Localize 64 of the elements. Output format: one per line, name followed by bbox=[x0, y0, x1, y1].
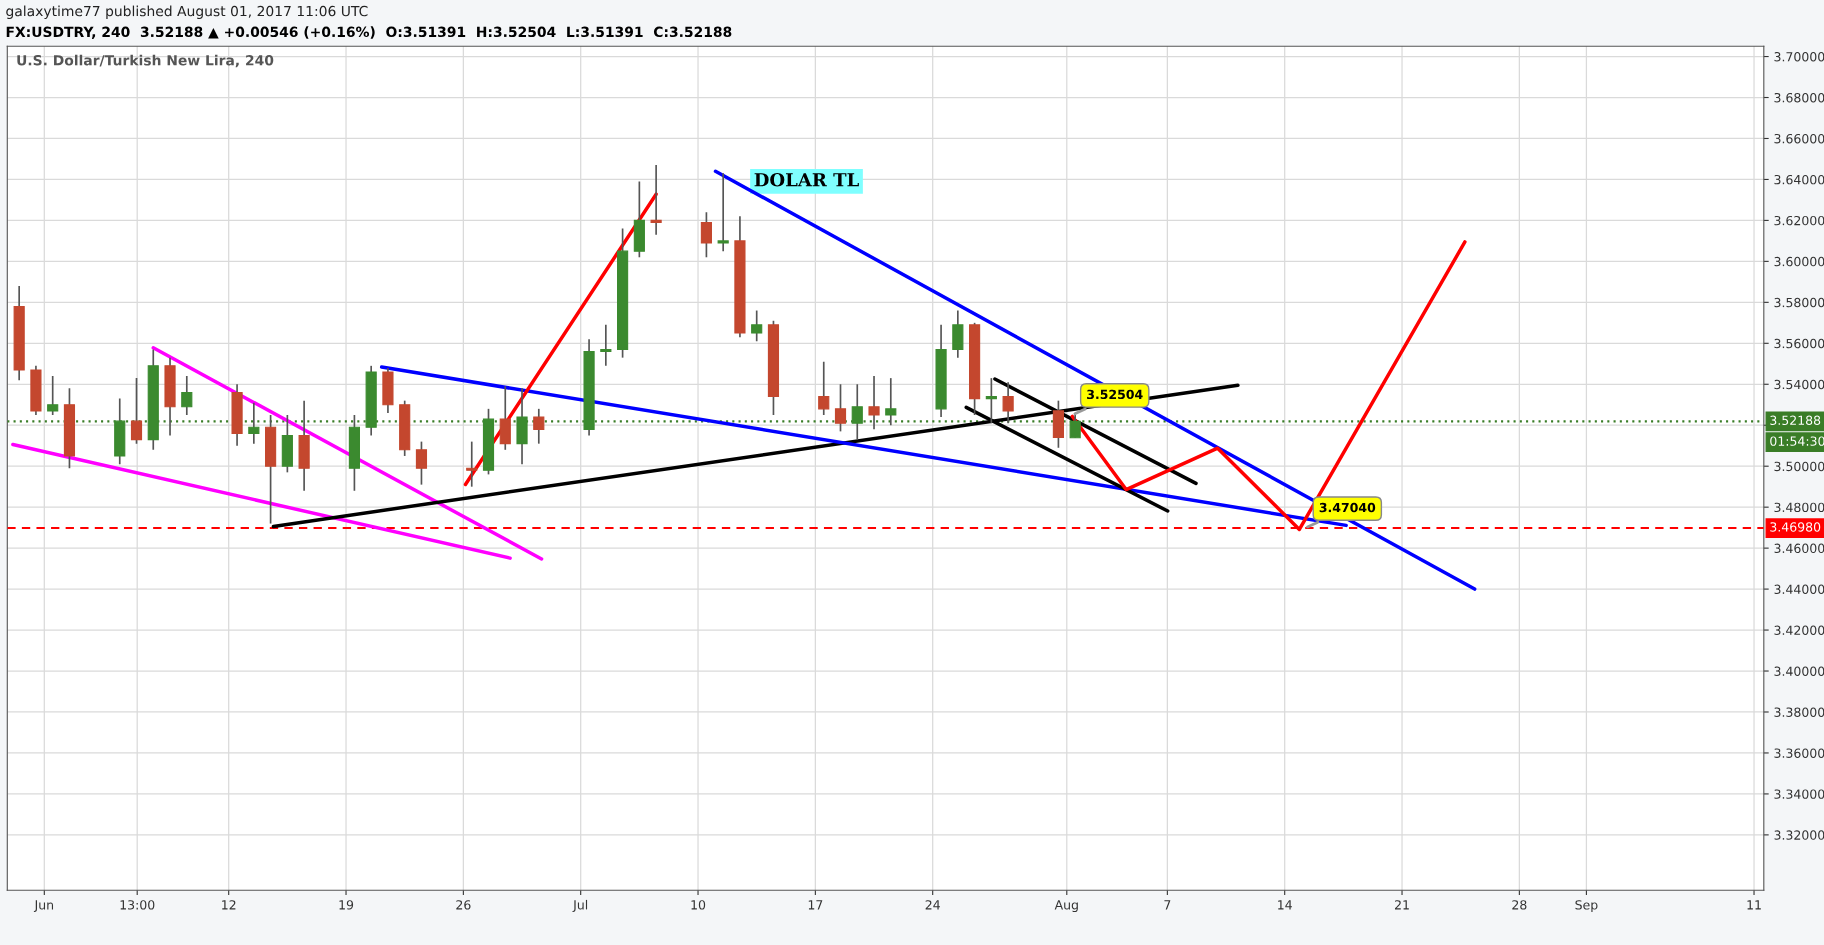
x-tick-label: 14 bbox=[1278, 900, 1292, 910]
text: galaxytime77 published August 01, 2017 11:06 UTC bbox=[6, 5, 368, 20]
y-tick-label: 3.48000 bbox=[1774, 502, 1824, 513]
x-tick-label: Sep bbox=[1575, 900, 1598, 913]
x-tick-label: 7 bbox=[1164, 900, 1171, 910]
candlestick bbox=[1002, 381, 1014, 425]
candlestick bbox=[130, 377, 143, 445]
annotation: 3.52504 bbox=[1087, 389, 1143, 400]
x-tick-label: 26 bbox=[456, 900, 471, 910]
x-tick-label: Jun bbox=[33, 900, 54, 912]
y-tick-label: 3.56000 bbox=[1774, 338, 1824, 349]
candlestick bbox=[47, 375, 59, 416]
x-tick-label: 24 bbox=[925, 900, 940, 910]
y-tick-label: 3.38000 bbox=[1774, 707, 1824, 717]
candlestick bbox=[600, 324, 612, 367]
candlestick bbox=[885, 377, 897, 427]
candlestick bbox=[834, 383, 847, 433]
candlestick bbox=[650, 164, 662, 236]
y-tick-label: 3.34000 bbox=[1774, 789, 1824, 799]
x-tick-label: 17 bbox=[808, 900, 823, 910]
y-tick-label: 3.68000 bbox=[1774, 92, 1824, 103]
candlestick bbox=[717, 172, 729, 252]
x-tick-label: 28 bbox=[1512, 900, 1527, 910]
y-tick-label: 3.32000 bbox=[1774, 830, 1824, 840]
annotation: 3.47040 bbox=[1319, 502, 1376, 513]
y-tick-label: 3.42000 bbox=[1774, 625, 1824, 635]
x-tick-label: 11 bbox=[1747, 900, 1761, 910]
y-tick-label: 3.60000 bbox=[1774, 256, 1824, 267]
text: U.S. Dollar/Turkish New Lira, 240 bbox=[17, 54, 274, 68]
candlestick bbox=[248, 401, 260, 445]
candlestick bbox=[1069, 414, 1081, 439]
x-tick-label: 19 bbox=[339, 900, 354, 910]
y-tick-label: 3.36000 bbox=[1774, 748, 1824, 758]
ref-line-label: 3.52188 bbox=[1770, 415, 1821, 426]
candlestick bbox=[415, 440, 428, 486]
y-tick-label: 3.58000 bbox=[1774, 297, 1824, 308]
candlestick bbox=[751, 309, 763, 343]
candlestick bbox=[533, 408, 545, 445]
x-tick-label: Jul bbox=[572, 899, 588, 912]
y-tick-label: 3.40000 bbox=[1774, 666, 1824, 676]
x-tick-label: 21 bbox=[1394, 900, 1409, 910]
candlestick bbox=[466, 440, 478, 488]
candlestick bbox=[851, 383, 863, 441]
y-tick-label: 3.50000 bbox=[1774, 461, 1824, 472]
candlestick bbox=[985, 377, 997, 425]
candlestick bbox=[818, 360, 830, 416]
y-tick-label: 3.64000 bbox=[1774, 174, 1824, 185]
y-tick-label: 3.66000 bbox=[1774, 133, 1824, 144]
candlestick bbox=[868, 375, 880, 431]
y-tick-label: 3.54000 bbox=[1774, 379, 1824, 390]
y-tick-label: 3.44000 bbox=[1774, 584, 1824, 595]
annotation: DOLAR TL bbox=[754, 172, 859, 187]
x-tick-label: 13:00 bbox=[120, 900, 155, 910]
y-tick-label: 3.46000 bbox=[1774, 543, 1824, 554]
ref-line-label: 3.46980 bbox=[1770, 522, 1821, 532]
chart-subtitle: FX:USDTRY, 240 3.52188 ▲ +0.00546 (+0.16%) O:3.51391 H:3.52504 L:3.51391 C:3.52188 bbox=[6, 26, 732, 39]
candlestick bbox=[700, 211, 712, 259]
x-tick-label: 10 bbox=[691, 900, 706, 910]
text: 01:54:30 bbox=[1770, 436, 1824, 446]
x-tick-label: 12 bbox=[222, 900, 236, 910]
y-tick-label: 3.62000 bbox=[1774, 215, 1824, 226]
candlestick bbox=[181, 375, 193, 416]
x-tick-label: Aug bbox=[1054, 900, 1078, 913]
y-tick-label: 3.70000 bbox=[1774, 52, 1824, 62]
